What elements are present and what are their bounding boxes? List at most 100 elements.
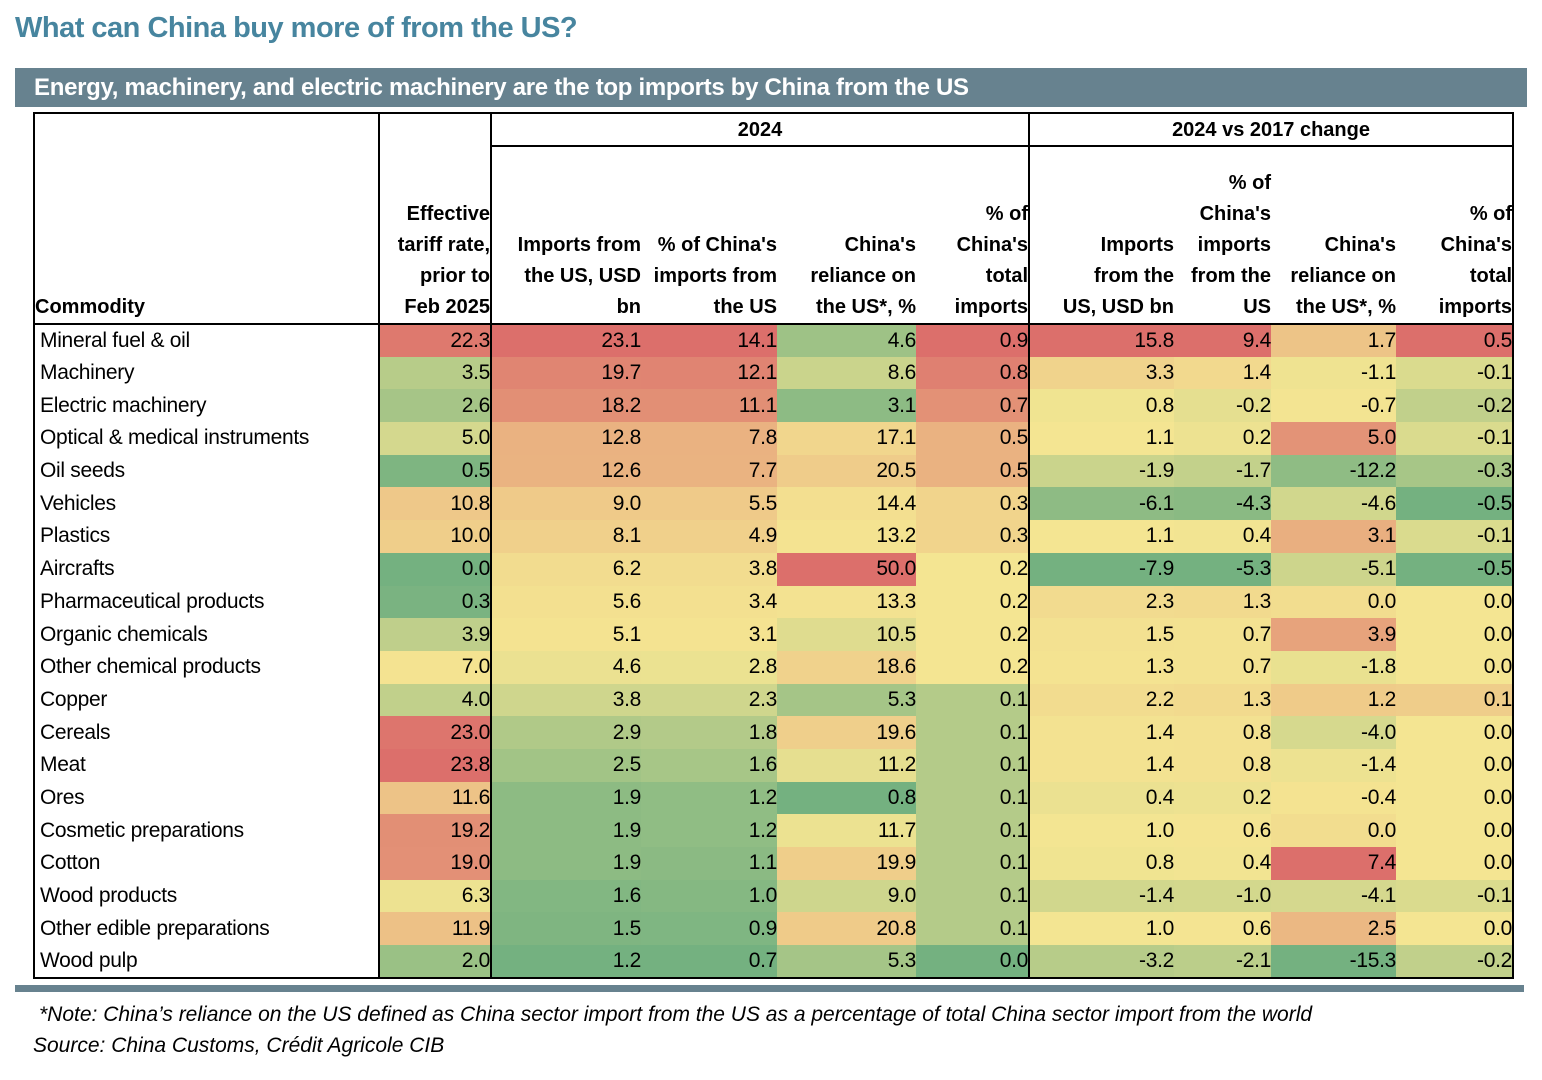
value-cell-change-share-total: 0.1 <box>1396 683 1514 717</box>
value-cell-change-reliance: -4.1 <box>1271 879 1396 913</box>
value-cell-2024-reliance: 19.9 <box>777 847 916 880</box>
page-title: What can China buy more of from the US? <box>15 12 578 44</box>
table-row: Meat 23.8 2.5 1.6 11.2 0.1 1.4 0.8 -1.4 0.0 <box>34 748 1514 782</box>
value-cell-2024-reliance: 11.7 <box>777 814 916 847</box>
corner-header-commodity: Commodity <box>34 113 379 325</box>
value-cell-change-share-total: -0.1 <box>1396 356 1514 390</box>
value-cell-2024-imports: 1.2 <box>490 945 641 978</box>
value-cell-2024-imports: 3.8 <box>490 683 641 717</box>
value-cell-2024-share-total: 0.1 <box>916 683 1029 717</box>
table-row: Wood pulp 2.0 1.2 0.7 5.3 0.0 -3.2 -2.1 -15.3 -0.… <box>34 945 1514 978</box>
value-cell-2024-reliance: 18.6 <box>777 650 916 684</box>
value-cell-2024-imports: 19.7 <box>490 356 641 390</box>
value-cell-change-share-total: -0.2 <box>1396 945 1514 978</box>
value-cell-change-share-us: -5.3 <box>1174 552 1271 586</box>
value-cell-2024-share-total: 0.7 <box>916 389 1029 423</box>
value-cell-2024-imports: 1.5 <box>490 912 641 946</box>
value-cell-change-imports: 1.0 <box>1028 814 1174 847</box>
value-cell-change-reliance: 3.1 <box>1271 520 1396 553</box>
tariff-cell: 23.0 <box>378 716 491 749</box>
value-cell-change-imports: -1.4 <box>1028 879 1174 913</box>
value-cell-2024-share-us: 3.4 <box>641 585 777 619</box>
value-cell-2024-reliance: 0.8 <box>777 781 916 815</box>
value-cell-change-reliance: -5.1 <box>1271 552 1396 586</box>
value-cell-2024-share-total: 0.2 <box>916 585 1029 619</box>
value-cell-2024-reliance: 5.3 <box>777 945 916 978</box>
value-cell-change-share-us: 0.2 <box>1174 422 1271 455</box>
value-cell-2024-share-total: 0.1 <box>916 879 1029 913</box>
value-cell-2024-share-us: 1.6 <box>641 748 777 782</box>
value-cell-2024-share-total: 0.2 <box>916 618 1029 651</box>
tariff-cell: 0.5 <box>378 454 491 488</box>
tariff-cell: 0.0 <box>378 552 491 586</box>
tariff-cell: 7.0 <box>378 650 491 684</box>
value-cell-change-imports: 1.1 <box>1028 422 1174 455</box>
commodity-cell: Ores <box>34 781 379 815</box>
commodity-cell: Pharmaceutical products <box>34 585 379 619</box>
bottom-divider <box>15 984 1524 992</box>
value-cell-2024-imports: 1.6 <box>490 879 641 913</box>
value-cell-change-share-us: 1.3 <box>1174 585 1271 619</box>
value-cell-change-share-total: 0.0 <box>1396 748 1514 782</box>
value-cell-2024-share-us: 1.2 <box>641 781 777 815</box>
value-cell-2024-share-total: 0.5 <box>916 422 1029 455</box>
value-cell-change-share-total: 0.0 <box>1396 618 1514 651</box>
value-cell-2024-share-us: 1.1 <box>641 847 777 880</box>
group-header-2024: 2024 <box>490 113 1029 147</box>
value-cell-change-imports: -7.9 <box>1028 552 1174 586</box>
value-cell-change-share-total: 0.0 <box>1396 781 1514 815</box>
value-cell-2024-share-total: 0.3 <box>916 520 1029 553</box>
value-cell-2024-reliance: 5.3 <box>777 683 916 717</box>
table-row: Electric machinery 2.6 18.2 11.1 3.1 0.7 0.8 -0… <box>34 389 1514 423</box>
table-row: Other chemical products 7.0 4.6 2.8 18.6 0.2 1… <box>34 650 1514 684</box>
value-cell-change-share-total: -0.1 <box>1396 520 1514 553</box>
table-body: Mineral fuel & oil 22.3 23.1 14.1 4.6 0.9 15.8… <box>34 324 1514 978</box>
value-cell-change-imports: 1.4 <box>1028 716 1174 749</box>
value-cell-change-reliance: -0.7 <box>1271 389 1396 423</box>
value-cell-2024-share-total: 0.1 <box>916 748 1029 782</box>
value-cell-2024-imports: 1.9 <box>490 847 641 880</box>
value-cell-2024-share-total: 0.0 <box>916 945 1029 978</box>
value-cell-2024-share-us: 0.7 <box>641 945 777 978</box>
commodity-cell: Mineral fuel & oil <box>34 324 379 357</box>
column-header-2024-reliance: China's reliance on the US*, % <box>777 146 916 325</box>
value-cell-change-reliance: 0.0 <box>1271 585 1396 619</box>
value-cell-2024-share-total: 0.2 <box>916 552 1029 586</box>
tariff-cell: 3.5 <box>378 356 491 390</box>
commodity-cell: Cotton <box>34 847 379 880</box>
column-header-2024-share-total: % of China's total imports <box>916 146 1029 325</box>
value-cell-2024-share-us: 1.2 <box>641 814 777 847</box>
value-cell-change-reliance: -4.6 <box>1271 487 1396 521</box>
value-cell-change-imports: -6.1 <box>1028 487 1174 521</box>
tariff-cell: 19.0 <box>378 847 491 880</box>
value-cell-change-share-us: 9.4 <box>1174 324 1271 357</box>
commodity-cell: Other edible preparations <box>34 912 379 946</box>
value-cell-2024-share-total: 0.1 <box>916 716 1029 749</box>
value-cell-change-share-us: 0.2 <box>1174 781 1271 815</box>
value-cell-change-share-total: 0.0 <box>1396 912 1514 946</box>
value-cell-2024-share-total: 0.5 <box>916 454 1029 488</box>
table-row: Mineral fuel & oil 22.3 23.1 14.1 4.6 0.9 15.8… <box>34 324 1514 357</box>
table-row: Wood products 6.3 1.6 1.0 9.0 0.1 -1.4 -1.0 -4.1… <box>34 879 1514 913</box>
value-cell-2024-share-us: 1.0 <box>641 879 777 913</box>
value-cell-2024-share-total: 0.9 <box>916 324 1029 357</box>
value-cell-change-reliance: 3.9 <box>1271 618 1396 651</box>
banner: Energy, machinery, and electric machiner… <box>15 68 1527 107</box>
value-cell-2024-share-total: 0.1 <box>916 912 1029 946</box>
commodity-cell: Wood pulp <box>34 945 379 978</box>
value-cell-2024-reliance: 50.0 <box>777 552 916 586</box>
tariff-cell: 10.8 <box>378 487 491 521</box>
group-header-row: Commodity Effective tariff rate, prior t… <box>34 113 1514 325</box>
commodity-cell: Cereals <box>34 716 379 749</box>
value-cell-2024-imports: 8.1 <box>490 520 641 553</box>
value-cell-change-reliance: -1.1 <box>1271 356 1396 390</box>
commodity-cell: Other chemical products <box>34 650 379 684</box>
value-cell-change-imports: 1.5 <box>1028 618 1174 651</box>
value-cell-2024-share-total: 0.2 <box>916 650 1029 684</box>
commodity-cell: Organic chemicals <box>34 618 379 651</box>
value-cell-2024-share-total: 0.1 <box>916 814 1029 847</box>
value-cell-2024-share-us: 5.5 <box>641 487 777 521</box>
commodity-cell: Wood products <box>34 879 379 913</box>
value-cell-change-share-total: -0.1 <box>1396 879 1514 913</box>
value-cell-2024-share-us: 4.9 <box>641 520 777 553</box>
